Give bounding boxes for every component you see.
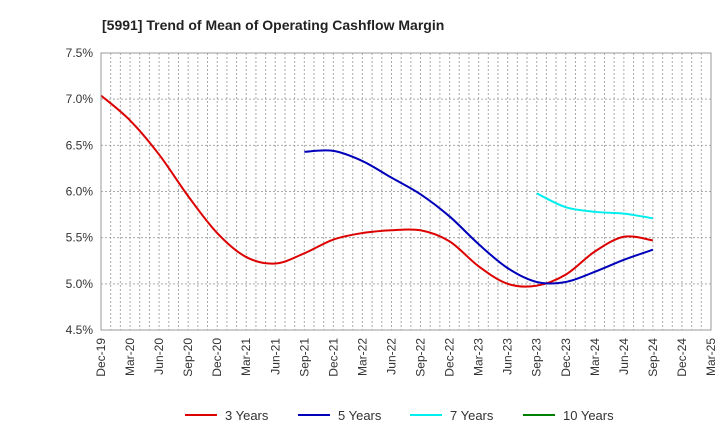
x-tick-label: Mar-20 — [123, 338, 137, 376]
x-tick-label: Mar-25 — [704, 338, 718, 376]
series-line-7-years — [536, 192, 654, 220]
x-tick-label: Jun-24 — [617, 338, 631, 375]
x-tick-label: Jun-20 — [152, 338, 166, 375]
x-tick-label: Sep-21 — [297, 338, 311, 377]
x-tick-label: Mar-21 — [239, 338, 253, 376]
x-tick-label: Jun-23 — [501, 338, 515, 375]
y-tick-label: 5.0% — [66, 277, 94, 291]
x-tick-label: Jun-21 — [268, 338, 282, 375]
y-tick-label: 7.0% — [66, 92, 94, 106]
x-tick-label: Sep-20 — [181, 338, 195, 377]
y-tick-label: 6.5% — [66, 138, 94, 152]
y-axis: 7.5% 7.0% 6.5% 6.0% 5.5% 5.0% 4.5% — [66, 46, 94, 337]
series-line-5-years — [304, 149, 654, 285]
series-line-3-years — [100, 94, 654, 288]
series-lines — [100, 94, 654, 288]
x-tick-label: Dec-22 — [443, 338, 457, 377]
x-tick-label: Dec-19 — [94, 338, 108, 377]
x-tick-label: Mar-23 — [472, 338, 486, 376]
y-tick-label: 6.0% — [66, 185, 94, 199]
x-tick-label: Dec-20 — [210, 338, 224, 377]
y-tick-label: 5.5% — [66, 231, 94, 245]
x-tick-label: Mar-24 — [588, 338, 602, 376]
legend-label: 5 Years — [338, 408, 382, 423]
x-tick-label: Dec-23 — [559, 338, 573, 377]
x-tick-label: Sep-22 — [414, 338, 428, 377]
x-tick-label: Sep-24 — [646, 338, 660, 377]
x-axis: Dec-19 Mar-20 Jun-20 Sep-20 Dec-20 Mar-21 Jun-… — [94, 338, 718, 377]
legend-item-10-years: 10 Years — [523, 408, 614, 423]
x-tick-label: Mar-22 — [355, 338, 369, 376]
x-tick-label: Dec-24 — [675, 338, 689, 377]
x-tick-label: Dec-21 — [326, 338, 340, 377]
legend: 3 Years 5 Years 7 Years 10 Years — [185, 408, 614, 423]
plot-frame — [100, 52, 712, 331]
legend-item-3-years: 3 Years — [185, 408, 269, 423]
legend-item-7-years: 7 Years — [410, 408, 494, 423]
y-tick-label: 4.5% — [66, 323, 94, 337]
chart-title: [5991] Trend of Mean of Operating Cashfl… — [102, 17, 444, 33]
legend-label: 7 Years — [450, 408, 494, 423]
legend-label: 10 Years — [563, 408, 614, 423]
grid — [100, 52, 712, 331]
y-tick-label: 7.5% — [66, 46, 94, 60]
x-tick-label: Sep-23 — [530, 338, 544, 377]
legend-item-5-years: 5 Years — [298, 408, 382, 423]
x-tick-label: Jun-22 — [384, 338, 398, 375]
legend-label: 3 Years — [225, 408, 269, 423]
